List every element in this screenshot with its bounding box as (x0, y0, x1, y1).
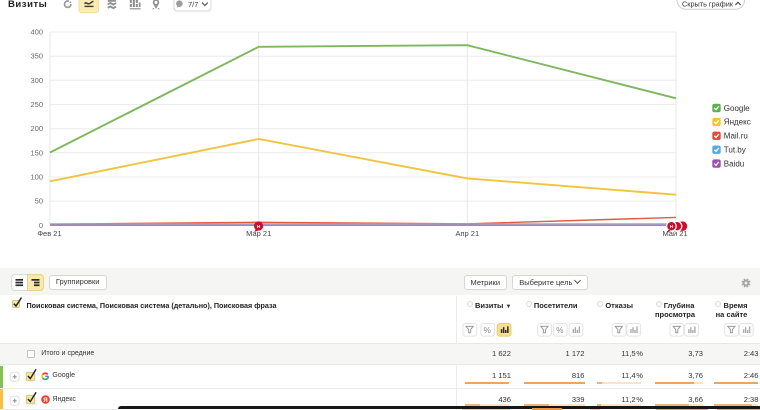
svg-text:Апр 21: Апр 21 (455, 229, 479, 238)
svg-text:7/7: 7/7 (188, 0, 198, 9)
svg-text:400: 400 (30, 28, 43, 37)
svg-text:Tut.by: Tut.by (724, 146, 746, 155)
svg-text:Н: Н (670, 224, 674, 229)
svg-text:Я: Я (43, 397, 48, 404)
svg-text:50: 50 (35, 197, 43, 206)
svg-text:Мар 21: Мар 21 (246, 229, 271, 238)
svg-text:Google: Google (724, 104, 750, 113)
svg-text:Визиты: Визиты (8, 0, 47, 10)
svg-text:300: 300 (30, 76, 43, 85)
svg-text:100: 100 (30, 173, 43, 182)
svg-text:Скрыть график: Скрыть график (682, 0, 734, 8)
svg-text:%: % (484, 326, 491, 335)
svg-text:Baidu: Baidu (724, 159, 744, 168)
svg-text:350: 350 (30, 52, 43, 61)
svg-text:Н: Н (257, 224, 261, 230)
svg-text:Май 21: Май 21 (662, 229, 687, 238)
svg-text:Mail.ru: Mail.ru (724, 132, 748, 141)
svg-text:0: 0 (39, 221, 43, 230)
svg-text:200: 200 (30, 124, 43, 133)
svg-text:Яндекс: Яндекс (724, 118, 751, 127)
svg-text:%: % (556, 326, 563, 335)
svg-text:150: 150 (30, 148, 43, 157)
svg-text:250: 250 (30, 100, 43, 109)
svg-text:Фев 21: Фев 21 (37, 229, 61, 238)
